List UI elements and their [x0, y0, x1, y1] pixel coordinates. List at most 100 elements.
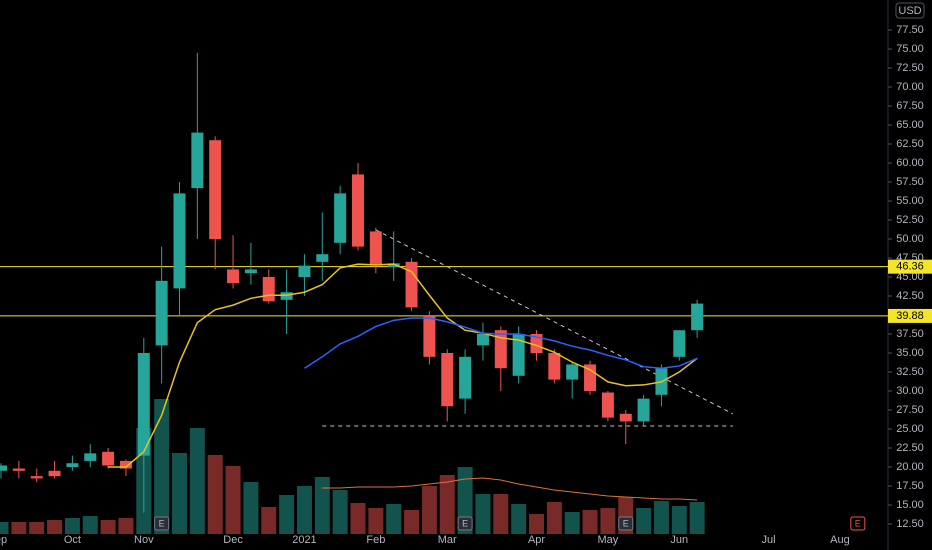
candle-body	[244, 269, 257, 274]
candle-body	[84, 453, 97, 461]
volume-bar	[368, 508, 384, 534]
volume-bar	[582, 510, 598, 534]
y-tick-label: 12.50	[896, 518, 924, 530]
volume-bar	[689, 502, 705, 534]
volume-bar	[564, 512, 580, 534]
y-tick-label: 45.00	[896, 271, 924, 283]
moving-average	[108, 263, 698, 468]
candle-body	[12, 468, 25, 471]
earnings-label: E	[623, 518, 629, 528]
volume-bar	[172, 453, 187, 534]
earnings-marker	[850, 516, 866, 531]
y-tick-label: 42.50	[896, 290, 924, 302]
candle-body	[102, 451, 115, 466]
x-tick-label: Dec	[223, 534, 243, 546]
y-tick-label: 55.00	[896, 195, 924, 207]
candle-body	[227, 269, 240, 284]
candle-body	[137, 353, 150, 456]
earnings-label: E	[159, 518, 165, 528]
candle-body	[119, 460, 132, 469]
volume-bar	[47, 520, 63, 534]
x-tick-label: Jul	[762, 534, 776, 546]
earnings-label: E	[462, 518, 468, 528]
volume-bar	[29, 522, 45, 534]
x-tick-label: Nov	[134, 534, 154, 546]
volume-bar	[636, 508, 652, 534]
candle-body	[369, 231, 382, 266]
y-tick-label: 57.50	[896, 176, 924, 188]
y-tick-label: 25.00	[896, 423, 924, 435]
x-tick-label: Aug	[830, 534, 850, 546]
volume-bar	[386, 504, 402, 534]
volume-bar	[332, 490, 348, 534]
y-tick-label: 20.00	[896, 461, 924, 473]
volume-bar	[421, 486, 437, 534]
candle-body	[262, 277, 275, 302]
volume-bar	[279, 495, 295, 534]
candle-body	[459, 356, 472, 399]
candle-body	[334, 193, 347, 243]
y-tick-label: 77.50	[896, 24, 924, 36]
candle-body	[601, 392, 614, 418]
volume-bar	[243, 482, 259, 534]
candle-body	[691, 303, 704, 331]
volume-bar	[261, 507, 277, 534]
currency-label: USD	[898, 5, 921, 17]
level-label: 46.36	[896, 261, 924, 273]
y-tick-label: 50.00	[896, 233, 924, 245]
candle-body	[209, 140, 222, 240]
y-tick-label: 30.00	[896, 385, 924, 397]
x-tick-label: Feb	[366, 534, 385, 546]
moving-average	[304, 317, 698, 369]
candle-body	[637, 398, 650, 422]
volume-ma	[322, 477, 698, 501]
level-label: 39.88	[896, 310, 924, 322]
y-tick-label: 15.00	[896, 499, 924, 511]
x-tick-label: May	[598, 534, 619, 546]
volume-bar	[207, 455, 223, 534]
volume-bar	[404, 510, 420, 534]
x-tick-label: ep	[0, 534, 7, 546]
y-tick-label: 27.50	[896, 404, 924, 416]
y-tick-label: 22.50	[896, 442, 924, 454]
volume-bar	[314, 477, 330, 534]
y-tick-label: 52.50	[896, 214, 924, 226]
volume-bar	[154, 399, 170, 534]
candle-body	[0, 465, 7, 471]
volume-bar	[64, 518, 80, 534]
x-tick-label: 2021	[292, 534, 316, 546]
volume-bar	[82, 516, 98, 534]
candle-body	[316, 254, 329, 262]
volume-bar	[546, 502, 562, 534]
volume-bar	[439, 475, 455, 534]
volume-bar	[600, 508, 616, 534]
candle-body	[48, 470, 61, 477]
volume-bar	[11, 522, 27, 534]
volume-bar	[529, 514, 544, 534]
earnings-label: E	[855, 518, 861, 528]
volume-bar	[0, 522, 9, 534]
x-tick-label: Oct	[64, 534, 81, 546]
earnings-marker	[618, 516, 634, 531]
y-tick-label: 70.00	[896, 81, 924, 93]
level-box	[888, 259, 932, 274]
candle-body	[494, 330, 507, 369]
y-tick-label: 37.50	[896, 328, 924, 340]
candle-body	[548, 353, 561, 380]
volume-bar	[350, 503, 366, 534]
level-box	[888, 308, 932, 323]
trendline	[375, 229, 734, 415]
candle-body	[191, 132, 204, 189]
earnings-marker	[457, 516, 473, 531]
volume-bar	[100, 520, 116, 534]
candle-body	[476, 334, 489, 346]
volume-bar	[118, 518, 134, 534]
y-tick-label: 35.00	[896, 347, 924, 359]
volume-bar	[225, 466, 241, 534]
candle-body	[280, 292, 293, 300]
volume-bar	[296, 486, 312, 534]
x-tick-label: Mar	[438, 534, 457, 546]
candle-body	[566, 364, 579, 380]
